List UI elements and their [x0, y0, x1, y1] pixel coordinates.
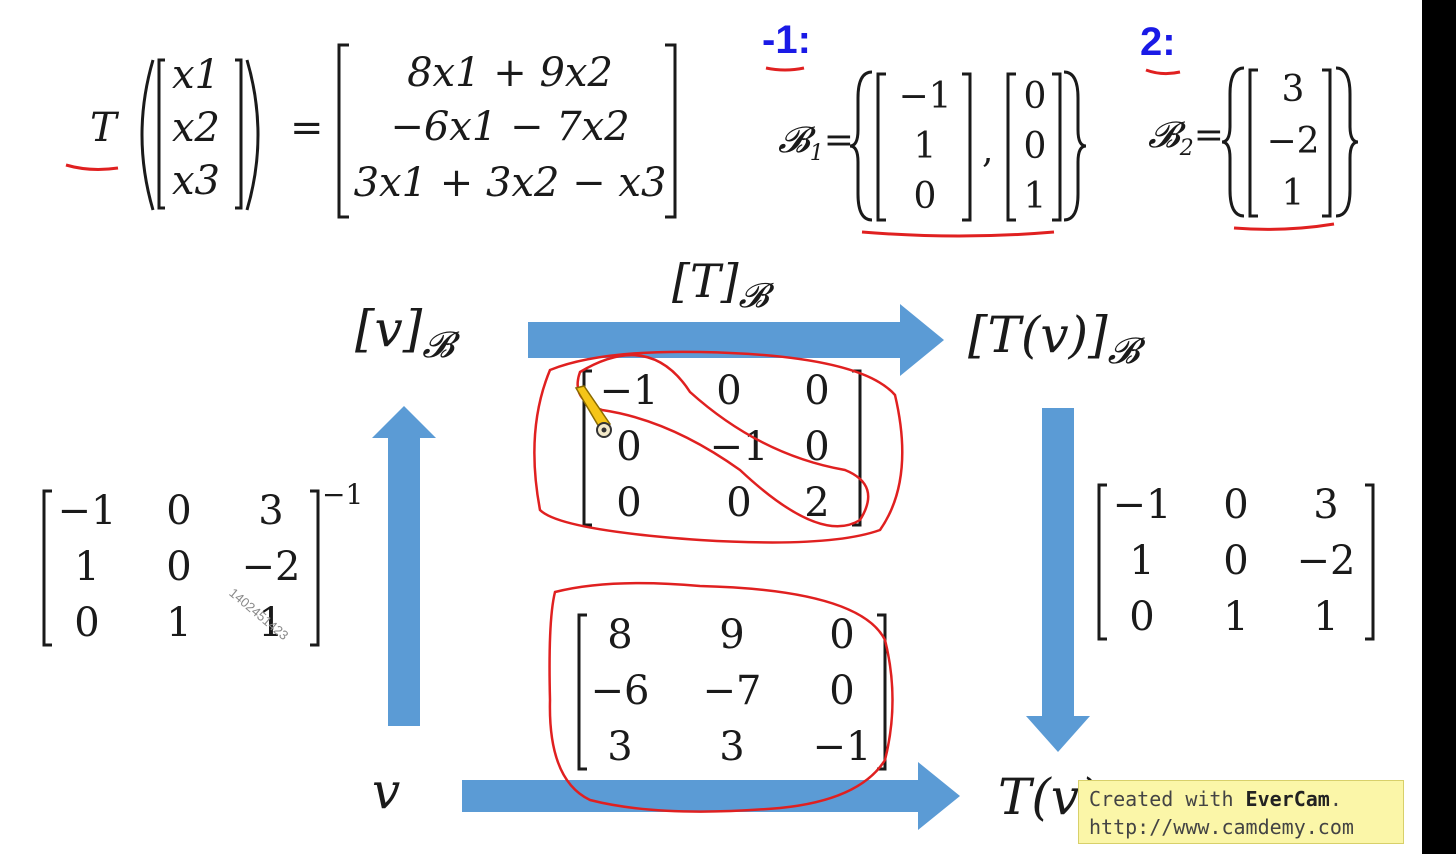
matrix-cell: −1	[812, 724, 872, 770]
matrix-cell: −6	[590, 668, 650, 714]
inverse-exponent: −1	[322, 478, 364, 511]
input-x3: x3	[172, 158, 221, 204]
top-arrow	[528, 304, 944, 376]
transformation-symbol: T	[90, 105, 117, 151]
matrix-cell: 0	[166, 544, 192, 590]
coord-Tv-label: [T(v)]𝓑	[968, 306, 1140, 372]
video-frame-border	[1422, 0, 1456, 854]
matrix-cell: 0	[829, 612, 855, 658]
output-brackets	[337, 43, 677, 219]
matrix-cell: −7	[702, 668, 762, 714]
evercam-watermark: Created with EverCam. http://www.camdemy…	[1078, 780, 1404, 844]
basis-1-braces	[850, 70, 1087, 222]
matrix-cell: −1	[599, 368, 659, 414]
up-arrow	[372, 406, 436, 726]
matrix-cell: 0	[616, 480, 642, 526]
output-row-2: −6x1 − 7x2	[390, 104, 630, 150]
matrix-cell: 0	[829, 668, 855, 714]
D-matrix-loop	[533, 350, 904, 544]
equals-sign: =	[290, 105, 324, 151]
input-x1: x1	[172, 52, 221, 98]
matrix-cell: 1	[258, 600, 284, 646]
matrix-cell: −1	[709, 424, 769, 470]
basis-1-vector-1: −1 1 0	[898, 76, 952, 217]
matrix-cell: −2	[1296, 538, 1356, 584]
output-row-3: 3x1 + 3x2 − x3	[353, 160, 667, 206]
matrix-cell: 3	[719, 724, 745, 770]
standard-matrix: 8 9 0 −6 −7 0 3 3 −1	[575, 612, 890, 772]
matrix-cell: 0	[166, 488, 192, 534]
basis-2-braces	[1222, 66, 1359, 218]
coord-v-label: [v]𝓑	[355, 300, 455, 366]
bottom-arrow	[462, 762, 960, 830]
diagonal-highlight-loop	[576, 353, 870, 528]
matrix-cell: 8	[607, 612, 633, 658]
change-of-basis-matrix: −1 0 3 1 0 −2 0 1 1	[1095, 482, 1377, 642]
matrix-cell: −1	[57, 488, 117, 534]
pencil-cursor-icon	[574, 385, 612, 438]
basis-1-comma: ,	[982, 130, 994, 171]
matrix-cell: 0	[716, 368, 742, 414]
input-parentheses	[140, 58, 260, 211]
matrix-cell: 1	[1223, 594, 1249, 640]
matrix-cell: 0	[726, 480, 752, 526]
inverse-change-of-basis-matrix: −1 0 3 1 0 −2 0 1 1	[40, 488, 322, 648]
basis-2-label: 𝓑2=	[1148, 115, 1224, 162]
eigenvalue-annotation-2: 2:	[1140, 20, 1176, 64]
matrix-cell: 1	[1313, 594, 1339, 640]
matrix-cell: 0	[1223, 538, 1249, 584]
basis-1-label: 𝓑1=	[778, 120, 854, 167]
matrix-cell: 0	[1223, 482, 1249, 528]
matrix-cell: 0	[1129, 594, 1155, 640]
eigenvalue-annotation-1: -1:	[762, 18, 811, 62]
matrix-cell: 3	[1313, 482, 1339, 528]
matrix-cell: 3	[607, 724, 633, 770]
matrix-cell: 1	[1129, 538, 1155, 584]
T-B-label: [T]𝓑	[672, 254, 769, 317]
matrix-cell: 0	[74, 600, 100, 646]
matrix-cell: 1	[166, 600, 192, 646]
v-label: v	[372, 762, 401, 820]
down-arrow	[1026, 408, 1090, 752]
matrix-cell: −1	[1112, 482, 1172, 528]
matrix-cell: 9	[719, 612, 745, 658]
output-row-1: 8x1 + 9x2	[407, 50, 613, 96]
basis-2-vector: 3 −2 1	[1266, 69, 1320, 214]
input-x2: x2	[172, 105, 221, 151]
matrix-cell: 0	[616, 424, 642, 470]
A-matrix-loop	[548, 581, 894, 813]
diagonal-matrix: −1 0 0 0 −1 0 0 0 2	[580, 368, 865, 528]
watermark-url: http://www.camdemy.com	[1089, 815, 1354, 839]
matrix-cell: 1	[74, 544, 100, 590]
matrix-cell: 3	[258, 488, 284, 534]
matrix-cell: 0	[804, 368, 830, 414]
matrix-cell: −2	[241, 544, 301, 590]
